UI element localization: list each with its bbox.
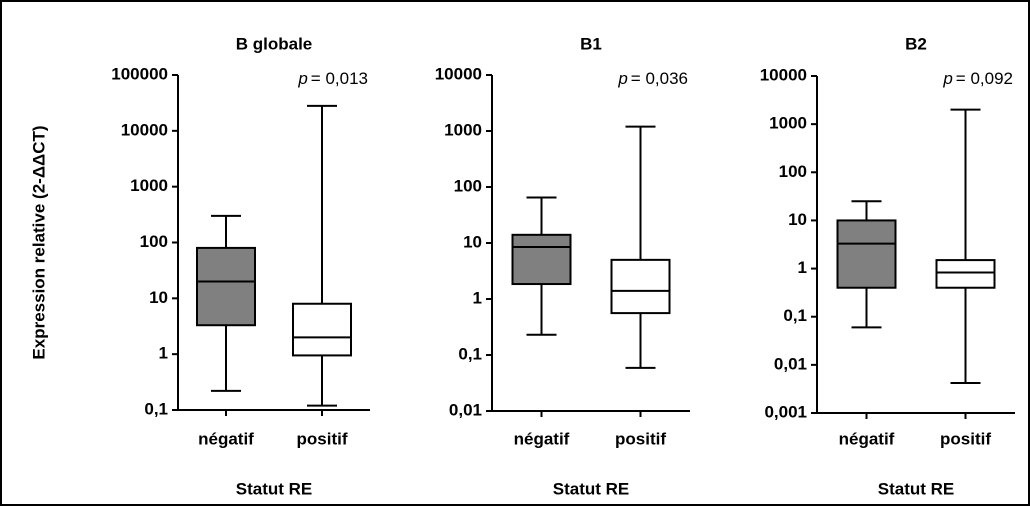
p-symbol: p — [617, 69, 627, 88]
box — [292, 302, 352, 357]
box — [511, 233, 572, 286]
x-tick-label: négatif — [514, 429, 570, 448]
p-symbol: p — [942, 69, 952, 88]
y-tick-label: 1000 — [769, 114, 807, 133]
p-text: = 0,036 — [631, 69, 688, 88]
p-symbol: p — [297, 69, 307, 88]
chart-title: B globale — [236, 34, 313, 53]
box — [836, 219, 897, 289]
y-tick-label: 1000 — [130, 176, 168, 195]
x-tick-label: positif — [615, 429, 666, 448]
p-text: = 0,013 — [311, 69, 368, 88]
x-tick-label: négatif — [839, 429, 895, 448]
y-tick-label: 0,01 — [774, 354, 807, 373]
y-tick-label: 10000 — [760, 65, 807, 84]
chart-title: B2 — [905, 34, 927, 53]
x-axis-label: Statut RE — [236, 479, 313, 498]
y-tick-label: 0,1 — [458, 344, 482, 363]
x-tick-label: négatif — [198, 429, 254, 448]
y-tick-label: 10000 — [435, 64, 482, 83]
y-tick-label: 10000 — [121, 120, 168, 139]
p-value: p = 0,092 — [942, 69, 1013, 88]
y-tick-label: 0,1 — [144, 399, 168, 418]
y-tick-label: 1 — [798, 258, 807, 277]
y-tick-label: 0,001 — [764, 402, 807, 421]
y-tick-label: 0,1 — [783, 306, 807, 325]
x-axis-label: Statut RE — [878, 479, 955, 498]
y-tick-label: 10 — [463, 232, 482, 251]
box — [935, 259, 996, 289]
chart-title: B1 — [580, 34, 602, 53]
y-tick-label: 10 — [149, 288, 168, 307]
box — [610, 258, 671, 315]
p-value: p = 0,013 — [297, 69, 368, 88]
y-axis-label: Expression relative (2-ΔΔCT) — [29, 125, 48, 359]
y-tick-label: 100 — [454, 176, 482, 195]
y-tick-label: 10 — [788, 210, 807, 229]
x-tick-label: positif — [940, 429, 991, 448]
p-value: p = 0,036 — [617, 69, 688, 88]
y-tick-label: 0,01 — [449, 400, 482, 419]
x-tick-label: positif — [297, 429, 348, 448]
box — [196, 246, 256, 327]
p-text: = 0,092 — [956, 69, 1013, 88]
y-tick-label: 100000 — [111, 64, 168, 83]
y-tick-label: 1 — [473, 288, 482, 307]
y-tick-label: 1 — [159, 344, 168, 363]
y-tick-label: 1000 — [444, 120, 482, 139]
y-tick-label: 100 — [779, 162, 807, 181]
y-tick-label: 100 — [140, 232, 168, 251]
x-axis-label: Statut RE — [553, 479, 630, 498]
